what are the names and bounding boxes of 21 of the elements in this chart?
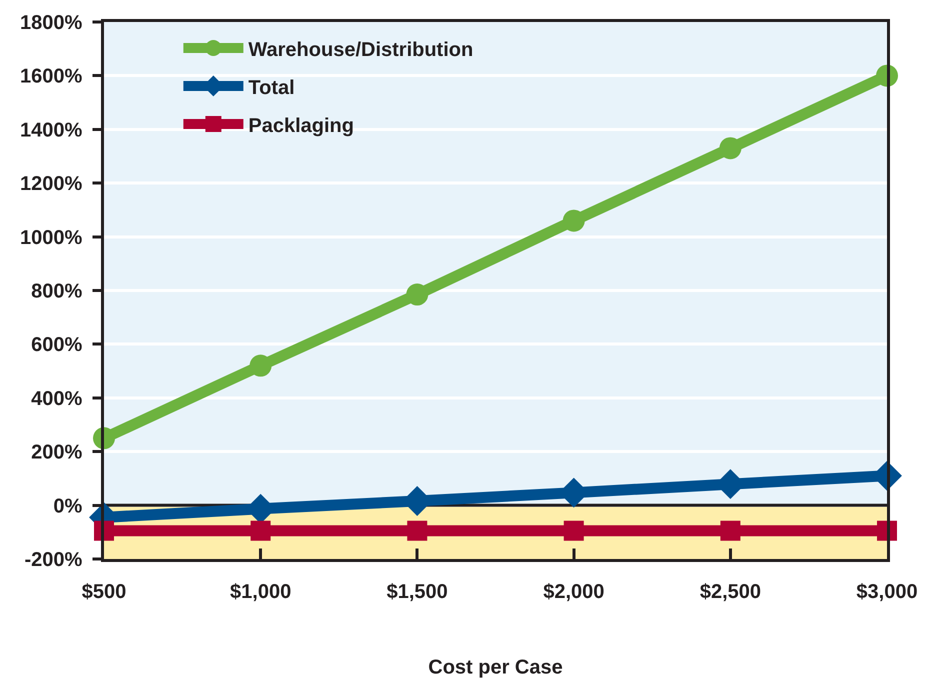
legend-label: Packlaging <box>248 114 354 137</box>
y-tick-label: 600% <box>31 334 82 356</box>
x-tick-label: $1,500 <box>386 580 448 603</box>
x-tick-label: $1,000 <box>230 580 292 603</box>
y-tick-label: 1400% <box>20 119 82 142</box>
y-tick-label: -200% <box>24 549 82 571</box>
legend-label: Warehouse/Distribution <box>248 38 474 61</box>
y-tick-label: 0% <box>53 495 82 518</box>
y-tick-label: 1800% <box>20 12 82 34</box>
x-tick-label: $500 <box>82 580 126 603</box>
y-tick-label: 1000% <box>20 226 82 249</box>
x-tick-label: $2,500 <box>700 580 761 603</box>
x-tick-label: $2,000 <box>543 580 604 603</box>
y-tick-label: 800% <box>31 280 82 302</box>
y-tick-label: 1200% <box>20 173 82 196</box>
y-tick-label: 400% <box>31 388 82 410</box>
y-tick-label: 200% <box>31 442 82 464</box>
y-tick-label: 1600% <box>20 66 82 88</box>
legend-label: Total <box>248 76 295 99</box>
x-axis-title: Cost per Case <box>428 656 563 678</box>
x-tick-label: $3,000 <box>856 580 918 603</box>
